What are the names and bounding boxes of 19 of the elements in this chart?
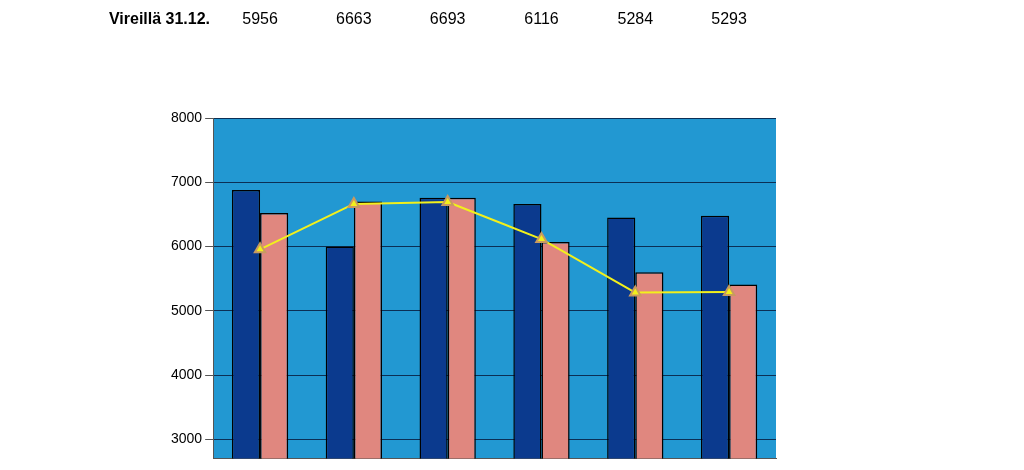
text: Vireillä 31.12.: [108, 10, 211, 28]
point: [441, 194, 454, 206]
point: [722, 284, 736, 296]
data-label: 6116: [524, 10, 559, 28]
y-tick-label: 3000: [170, 430, 203, 447]
point: [629, 285, 642, 297]
y-tick-label: 8000: [170, 108, 203, 125]
y-tick-label: 5000: [170, 301, 203, 318]
point: [347, 196, 361, 208]
data-label: 6693: [429, 10, 466, 28]
data-label: 5293: [711, 10, 747, 28]
y-tick-label: 7000: [170, 173, 203, 190]
y-tick-label: 4000: [170, 365, 203, 382]
data-label: 5956: [242, 10, 278, 28]
point: [253, 242, 267, 254]
data-label: 6663: [336, 10, 372, 28]
y-tick-label: 6000: [170, 237, 203, 254]
data-label: 5284: [617, 10, 654, 28]
point: [535, 232, 548, 244]
